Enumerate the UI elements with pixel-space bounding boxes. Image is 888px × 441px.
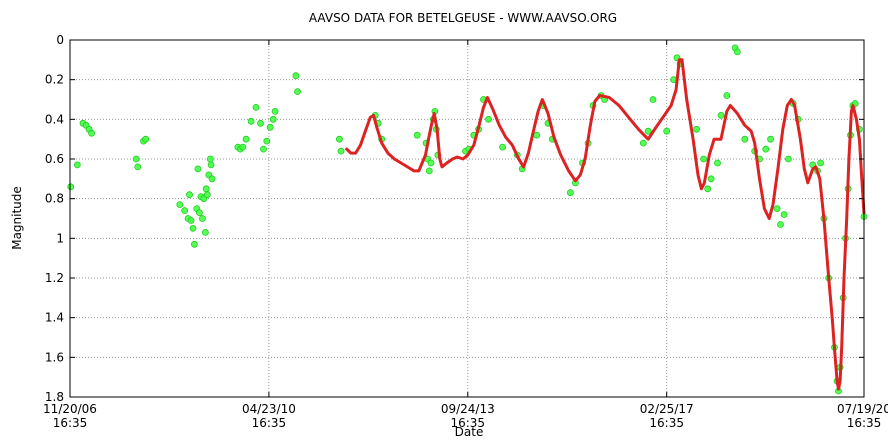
data-point	[817, 159, 824, 167]
data-point	[292, 72, 300, 80]
x-tick-label: 16:35	[847, 416, 882, 430]
data-point	[194, 165, 202, 173]
data-point	[335, 135, 343, 143]
y-tick-label: 1.2	[45, 271, 64, 285]
data-point	[337, 147, 345, 155]
data-point	[176, 201, 184, 209]
y-axis-label: Magnitude	[10, 186, 24, 250]
data-point	[413, 131, 421, 139]
data-point	[717, 112, 725, 119]
x-tick-label: 16:35	[252, 416, 287, 430]
data-point	[777, 221, 784, 228]
data-point	[186, 191, 193, 199]
x-tick-label: 02/25/17	[640, 402, 694, 416]
y-axis-ticks: 0 0.2 0.4 0.6 0.8 1 1.2 1.4 1.6 1.8	[45, 33, 864, 404]
data-point	[485, 115, 492, 123]
data-point	[762, 145, 770, 153]
data-point	[266, 123, 274, 131]
x-tick-label: 09/24/13	[441, 402, 495, 416]
data-point	[201, 228, 209, 236]
y-tick-label: 1	[56, 231, 64, 245]
x-tick-label: 16:35	[53, 416, 88, 430]
data-point	[260, 145, 267, 153]
y-tick-label: 1.6	[45, 350, 64, 364]
data-point	[257, 119, 264, 127]
data-point	[785, 155, 792, 163]
plot-frame	[69, 39, 865, 398]
data-point	[644, 127, 652, 135]
y-tick-label: 0	[56, 33, 64, 47]
data-point	[67, 183, 75, 191]
data-point	[271, 108, 279, 115]
trend-series-line	[345, 58, 866, 391]
data-point	[533, 131, 541, 139]
x-axis-ticks: 11/20/0616:3504/23/1016:3509/24/1316:350…	[43, 40, 888, 430]
data-point	[247, 117, 255, 125]
data-point	[263, 137, 271, 145]
data-point	[700, 155, 707, 163]
data-point	[132, 155, 140, 163]
x-tick-label: 16:35	[649, 416, 684, 430]
data-point	[704, 185, 712, 193]
data-point	[639, 139, 647, 147]
data-point	[567, 189, 574, 197]
data-point	[773, 205, 781, 213]
data-point	[693, 125, 700, 133]
data-point	[294, 88, 301, 95]
data-point	[733, 48, 741, 56]
data-point	[714, 159, 721, 167]
x-tick-label: 04/23/10	[242, 402, 296, 416]
x-tick-label: 07/19/20	[837, 402, 888, 416]
x-tick-label: 11/20/06	[43, 402, 97, 416]
data-point	[780, 211, 788, 218]
data-point	[195, 209, 203, 217]
data-point	[427, 159, 435, 167]
data-point	[206, 155, 214, 163]
y-tick-label: 0.2	[45, 73, 64, 87]
data-point	[252, 104, 260, 111]
data-point	[499, 143, 507, 151]
trend-line	[345, 58, 866, 391]
data-point	[425, 167, 433, 175]
data-point	[767, 135, 774, 143]
y-tick-label: 1.4	[45, 311, 64, 325]
y-tick-label: 0.4	[45, 112, 64, 126]
y-tick-label: 1.8	[45, 390, 64, 404]
x-axis-label: Date	[455, 425, 484, 439]
data-point	[208, 175, 216, 183]
chart-title: AAVSO DATA FOR BETELGEUSE - WWW.AAVSO.OR…	[309, 11, 617, 25]
data-point	[190, 240, 198, 248]
data-point	[663, 127, 671, 135]
data-point	[207, 161, 215, 169]
data-point	[181, 207, 189, 215]
data-point	[189, 224, 197, 232]
data-point	[88, 129, 95, 137]
data-point	[142, 135, 150, 143]
data-point	[707, 175, 715, 183]
x-tick-label: 16:35	[450, 416, 485, 430]
data-point	[73, 161, 81, 169]
data-point	[187, 217, 195, 224]
data-point	[239, 143, 247, 151]
data-point	[198, 215, 206, 222]
data-point	[134, 163, 142, 171]
data-point	[723, 92, 731, 99]
data-point	[269, 115, 277, 123]
data-point	[203, 191, 211, 199]
data-point	[202, 185, 210, 193]
data-point	[242, 135, 250, 143]
y-tick-label: 0.8	[45, 192, 64, 206]
data-point	[741, 135, 749, 143]
data-point	[649, 96, 657, 103]
y-tick-label: 0.6	[45, 152, 64, 166]
